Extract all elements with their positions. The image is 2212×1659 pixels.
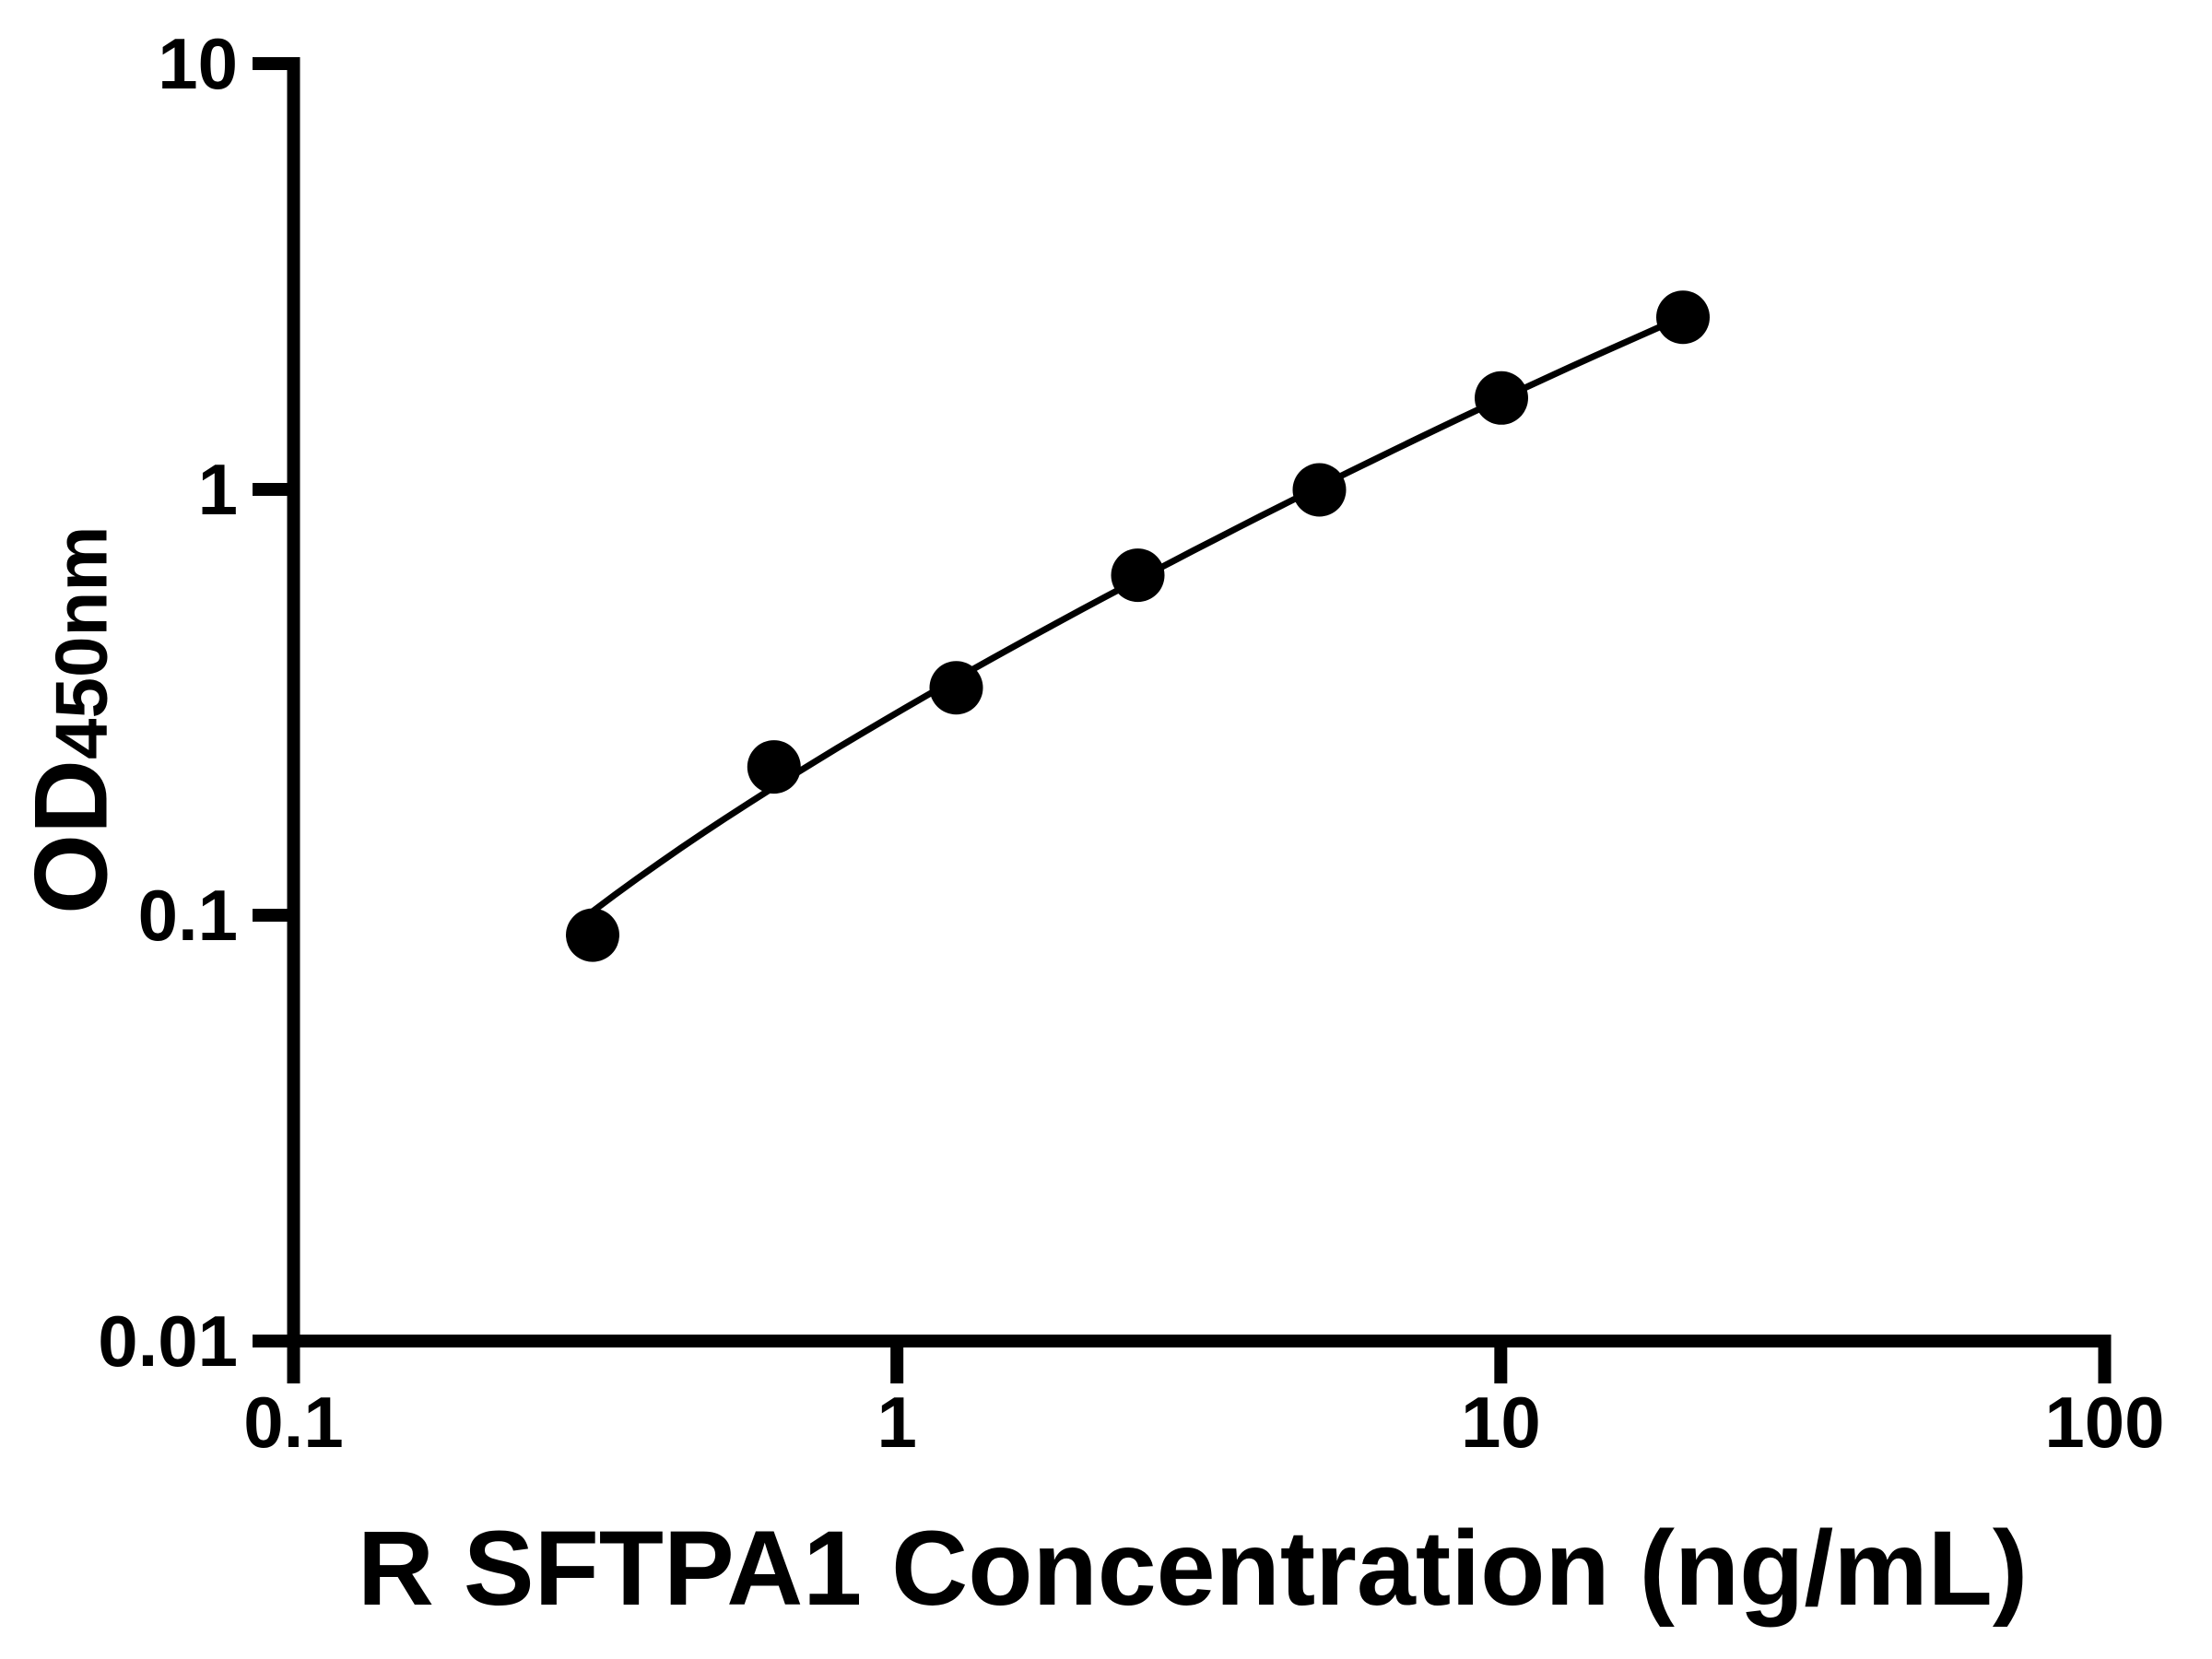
svg-text:0.01: 0.01 <box>98 1300 238 1382</box>
svg-text:10: 10 <box>1461 1382 1541 1463</box>
svg-text:1: 1 <box>198 449 238 530</box>
svg-text:0.1: 0.1 <box>243 1382 343 1463</box>
svg-text:R SFTPA1 Concentration (ng/mL): R SFTPA1 Concentration (ng/mL) <box>358 1510 2028 1628</box>
svg-text:1: 1 <box>877 1382 916 1463</box>
svg-text:10: 10 <box>158 23 238 104</box>
svg-text:0.1: 0.1 <box>138 875 238 956</box>
svg-text:100: 100 <box>2044 1382 2164 1463</box>
